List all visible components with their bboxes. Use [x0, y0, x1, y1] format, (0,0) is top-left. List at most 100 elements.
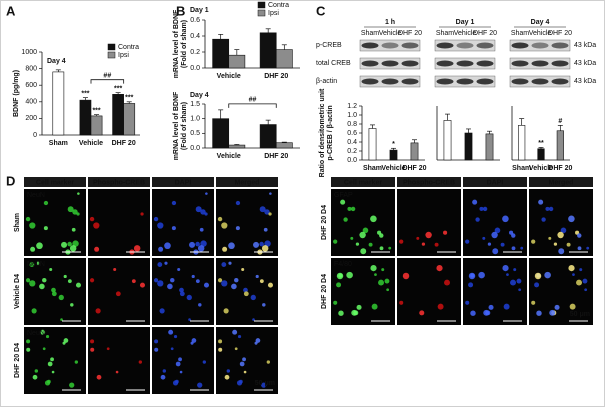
cell — [69, 382, 75, 388]
cell — [266, 360, 271, 364]
blot-band — [551, 42, 569, 49]
bar — [410, 142, 419, 161]
cell — [204, 212, 208, 216]
error-bar — [55, 69, 61, 72]
scale-bar-label: 50 μm — [570, 311, 590, 318]
cell — [218, 339, 223, 344]
legend-label: Ipsi — [268, 10, 279, 17]
bar — [259, 32, 277, 69]
cell — [31, 308, 37, 314]
blot-band — [361, 60, 379, 67]
error-bar — [519, 118, 525, 126]
blot-row-label: β-actin — [316, 78, 337, 85]
cell — [576, 279, 582, 286]
time-point: 1 h — [385, 19, 395, 26]
cell — [162, 369, 167, 373]
cell — [51, 370, 55, 374]
cell — [443, 230, 448, 235]
cell — [379, 246, 384, 251]
blot-band — [456, 60, 474, 67]
cell — [36, 261, 40, 265]
micrograph — [529, 189, 593, 256]
cell — [203, 282, 209, 288]
panel-label: C — [316, 3, 326, 18]
blot-size: 43 kDa — [574, 42, 596, 49]
cell — [359, 231, 366, 239]
cell — [43, 200, 49, 206]
x-tick-label: Sham — [363, 165, 382, 172]
cell — [29, 280, 36, 287]
cell — [140, 212, 144, 216]
cell — [153, 216, 159, 222]
blot-band — [531, 42, 549, 49]
blot-band — [436, 78, 454, 85]
significance: ** — [538, 140, 544, 147]
cell — [58, 294, 64, 301]
cell — [139, 282, 145, 288]
blot-band — [511, 78, 529, 85]
cell — [177, 267, 181, 272]
y-tick-label: 1.0 — [190, 116, 200, 123]
lane-label: DHF 20 — [548, 30, 572, 37]
cell — [482, 206, 488, 212]
cell — [25, 278, 31, 283]
error-bar — [265, 119, 271, 125]
column-header-box — [216, 177, 278, 187]
x-tick-label: DHF 20 — [264, 73, 288, 80]
cell — [49, 267, 53, 272]
cell — [200, 209, 206, 215]
bar — [518, 125, 526, 161]
y-tick-label: 0.4 — [347, 139, 357, 146]
cell — [566, 242, 571, 247]
y-tick-label: 0.0 — [347, 157, 357, 164]
cell — [47, 379, 51, 384]
micrograph — [397, 258, 461, 325]
bar — [275, 142, 293, 149]
y-tick-label: 1.5 — [190, 101, 200, 108]
cell — [60, 318, 63, 321]
column-header: Cell marker — [344, 179, 382, 186]
cell — [39, 283, 45, 290]
cell — [242, 357, 246, 362]
cell — [538, 199, 544, 205]
cell — [221, 222, 228, 229]
lane-label: Sham — [511, 30, 529, 37]
cell — [370, 215, 377, 223]
time-point: Day 1 — [456, 19, 475, 26]
column-header: Phospho-CREB — [403, 179, 455, 186]
cell — [75, 282, 81, 288]
significance: *** — [114, 86, 122, 93]
y-axis-label: Ratio of densitometric unit — [319, 88, 326, 177]
column-header-box — [331, 177, 395, 187]
cell — [492, 248, 499, 255]
cell — [168, 329, 174, 335]
cell — [269, 192, 272, 195]
cell — [531, 239, 536, 244]
bar — [212, 118, 230, 149]
x-tick-label: Vehicle — [79, 140, 103, 147]
cell — [267, 282, 273, 288]
cell — [205, 192, 208, 195]
cell — [179, 287, 184, 293]
cell — [494, 227, 501, 234]
cell — [164, 261, 168, 265]
y-tick-label: 1.2 — [347, 103, 357, 110]
cell — [160, 374, 166, 380]
y-tick-label: 0.4 — [190, 33, 200, 40]
blot-band — [361, 42, 379, 49]
lane-label: Vehicle — [379, 30, 402, 37]
cell — [374, 273, 377, 277]
row-label: DHF 20 D4 — [321, 205, 328, 240]
cell — [89, 278, 95, 283]
cell — [338, 310, 344, 316]
cell — [226, 369, 231, 373]
cell — [502, 215, 509, 223]
cell — [115, 291, 121, 297]
column-header: DAPI — [175, 179, 192, 186]
blot-band — [401, 42, 419, 49]
cell — [40, 329, 46, 335]
cell — [234, 347, 238, 351]
cell — [541, 217, 546, 222]
cell — [235, 226, 240, 231]
